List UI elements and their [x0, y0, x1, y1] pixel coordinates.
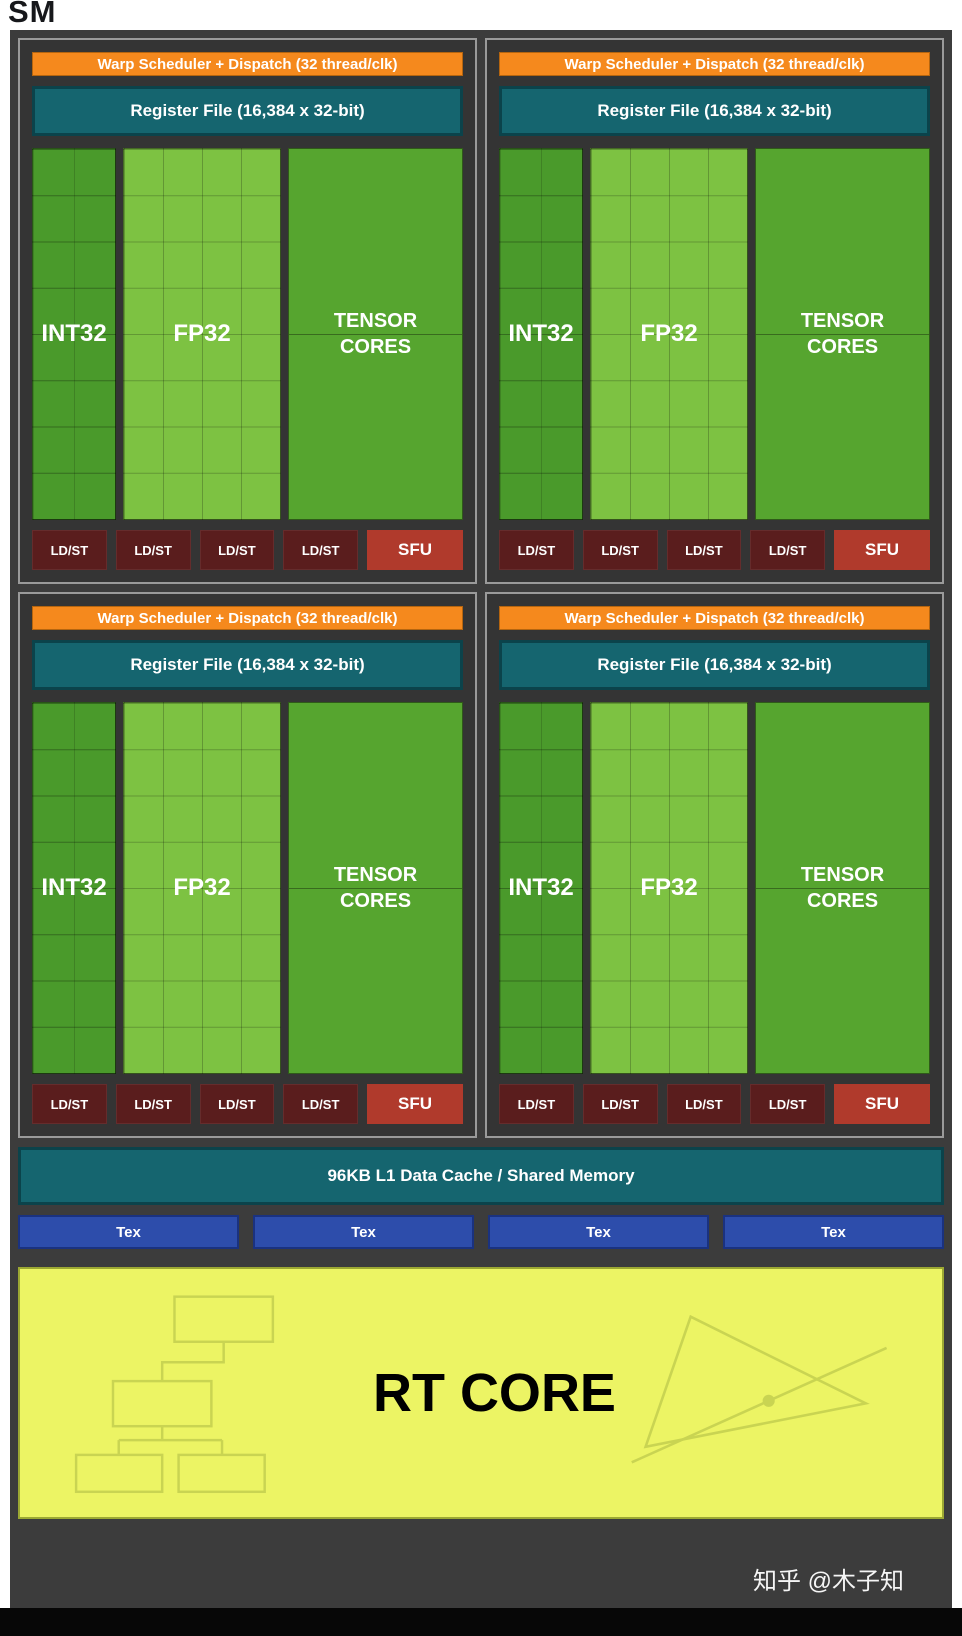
int32-label: INT32	[41, 874, 107, 901]
tensor-cores-unit: TENSOR CORES	[288, 702, 463, 1074]
int32-unit: INT32	[499, 702, 583, 1074]
warp-scheduler-bar: Warp Scheduler + Dispatch (32 thread/clk…	[32, 606, 463, 630]
sm-partition: Warp Scheduler + Dispatch (32 thread/clk…	[18, 592, 477, 1138]
register-file-bar: Register File (16,384 x 32-bit)	[32, 86, 463, 136]
compute-area: INT32 FP32 TENSOR CORES	[499, 148, 930, 520]
compute-area: INT32 FP32 TENSOR CORES	[32, 702, 463, 1074]
ldst-unit: LD/ST	[115, 530, 191, 570]
sub-core-grid: Warp Scheduler + Dispatch (32 thread/clk…	[18, 38, 944, 1138]
ldst-sfu-row: LD/ST LD/ST LD/ST LD/ST SFU	[499, 1084, 930, 1124]
tensor-cores-label: TENSOR CORES	[333, 864, 418, 912]
fp32-label: FP32	[640, 320, 698, 347]
register-file-bar: Register File (16,384 x 32-bit)	[32, 640, 463, 690]
ldst-unit: LD/ST	[283, 1084, 358, 1124]
fp32-unit: FP32	[123, 702, 281, 1074]
watermark: 知乎 @木子知	[752, 1568, 904, 1595]
ldst-unit: LD/ST	[499, 1084, 574, 1124]
rt-core-block: RT CORE	[18, 1267, 944, 1519]
tex-unit: Tex	[253, 1215, 474, 1249]
int32-unit: INT32	[32, 148, 116, 520]
ldst-unit: LD/ST	[32, 530, 107, 570]
ldst-unit: LD/ST	[666, 530, 742, 570]
fp32-label: FP32	[173, 874, 231, 901]
sfu-unit: SFU	[834, 530, 930, 570]
tensor-cores-label: TENSOR CORES	[800, 310, 885, 358]
tex-row: Tex Tex Tex Tex	[18, 1215, 944, 1249]
warp-scheduler-bar: Warp Scheduler + Dispatch (32 thread/clk…	[499, 606, 930, 630]
tex-unit: Tex	[488, 1215, 709, 1249]
ldst-unit: LD/ST	[666, 1084, 742, 1124]
sm-partition: Warp Scheduler + Dispatch (32 thread/clk…	[485, 38, 944, 584]
tex-unit: Tex	[18, 1215, 239, 1249]
sm-partition: Warp Scheduler + Dispatch (32 thread/clk…	[18, 38, 477, 584]
register-file-bar: Register File (16,384 x 32-bit)	[499, 86, 930, 136]
sm-container: Warp Scheduler + Dispatch (32 thread/clk…	[10, 30, 952, 1608]
sfu-unit: SFU	[367, 1084, 463, 1124]
sm-title: SM	[8, 0, 57, 29]
ldst-unit: LD/ST	[199, 530, 275, 570]
compute-area: INT32 FP32 TENSOR CORES	[499, 702, 930, 1074]
ldst-unit: LD/ST	[283, 530, 358, 570]
ldst-unit: LD/ST	[115, 1084, 191, 1124]
tensor-cores-label: TENSOR CORES	[333, 310, 418, 358]
ldst-unit: LD/ST	[199, 1084, 275, 1124]
bvh-tree-icon	[74, 1295, 275, 1494]
int32-label: INT32	[41, 320, 107, 347]
tensor-cores-unit: TENSOR CORES	[288, 148, 463, 520]
l1-cache-bar: 96KB L1 Data Cache / Shared Memory	[18, 1147, 944, 1205]
tensor-cores-unit: TENSOR CORES	[755, 702, 930, 1074]
ldst-sfu-row: LD/ST LD/ST LD/ST LD/ST SFU	[32, 1084, 463, 1124]
compute-area: INT32 FP32 TENSOR CORES	[32, 148, 463, 520]
ldst-unit: LD/ST	[32, 1084, 107, 1124]
fp32-label: FP32	[640, 874, 698, 901]
int32-label: INT32	[508, 320, 574, 347]
sfu-unit: SFU	[834, 1084, 930, 1124]
footer-bar	[0, 1608, 962, 1636]
ldst-unit: LD/ST	[750, 530, 825, 570]
rt-core-title: RT CORE	[372, 1363, 616, 1423]
int32-label: INT32	[508, 874, 574, 901]
fp32-unit: FP32	[123, 148, 281, 520]
warp-scheduler-bar: Warp Scheduler + Dispatch (32 thread/clk…	[32, 52, 463, 76]
ldst-unit: LD/ST	[750, 1084, 825, 1124]
warp-scheduler-bar: Warp Scheduler + Dispatch (32 thread/clk…	[499, 52, 930, 76]
tex-unit: Tex	[723, 1215, 944, 1249]
ldst-unit: LD/ST	[582, 530, 658, 570]
fp32-unit: FP32	[590, 148, 748, 520]
sm-partition: Warp Scheduler + Dispatch (32 thread/clk…	[485, 592, 944, 1138]
ray-triangle-icon	[631, 1314, 888, 1464]
register-file-bar: Register File (16,384 x 32-bit)	[499, 640, 930, 690]
sfu-unit: SFU	[367, 530, 463, 570]
ldst-unit: LD/ST	[499, 530, 574, 570]
int32-unit: INT32	[499, 148, 583, 520]
fp32-label: FP32	[173, 320, 231, 347]
tensor-cores-label: TENSOR CORES	[800, 864, 885, 912]
int32-unit: INT32	[32, 702, 116, 1074]
ldst-sfu-row: LD/ST LD/ST LD/ST LD/ST SFU	[499, 530, 930, 570]
ldst-sfu-row: LD/ST LD/ST LD/ST LD/ST SFU	[32, 530, 463, 570]
fp32-unit: FP32	[590, 702, 748, 1074]
tensor-cores-unit: TENSOR CORES	[755, 148, 930, 520]
ldst-unit: LD/ST	[582, 1084, 658, 1124]
